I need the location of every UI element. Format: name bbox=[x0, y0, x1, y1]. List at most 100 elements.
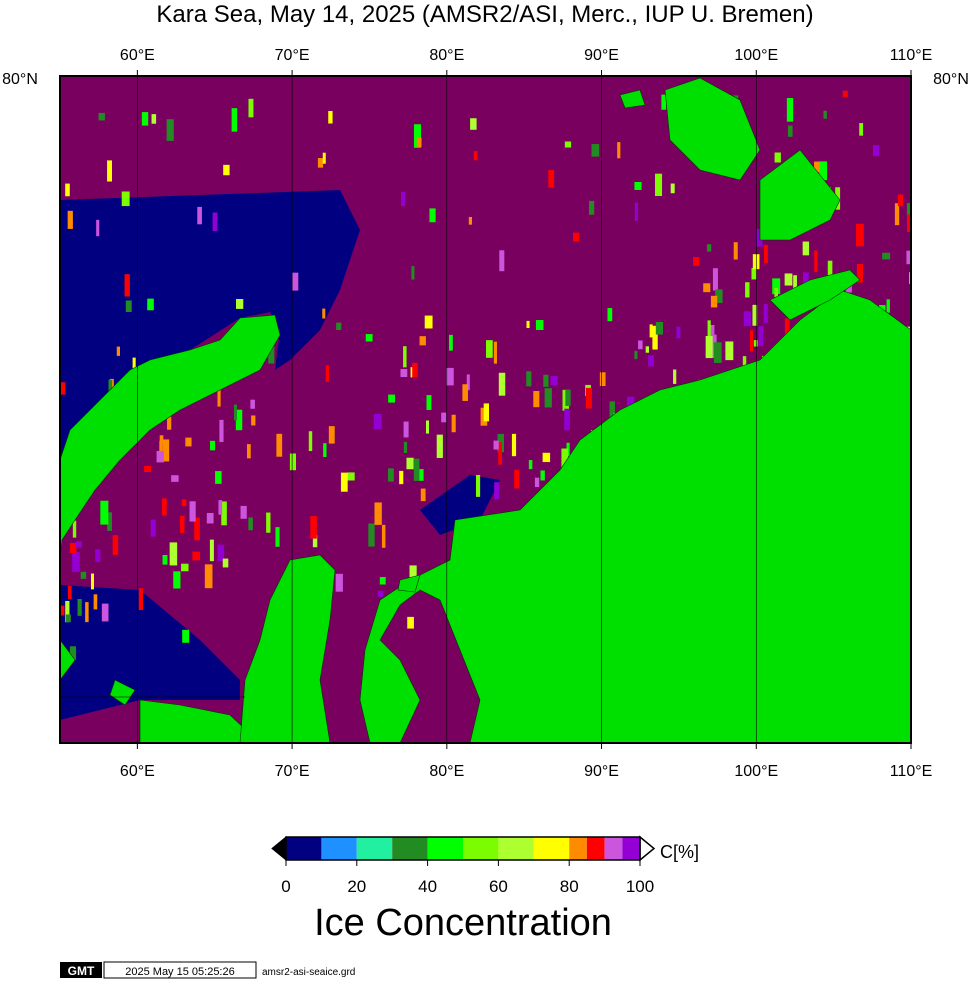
ice-cell bbox=[542, 452, 551, 463]
ice-cell bbox=[412, 362, 418, 378]
ice-cell bbox=[215, 471, 222, 484]
colorbar-swatch bbox=[321, 837, 357, 860]
ice-cell bbox=[827, 260, 833, 285]
ice-cell bbox=[217, 544, 225, 562]
ice-cell bbox=[182, 629, 190, 643]
ice-cell bbox=[526, 320, 530, 329]
colorbar-tick-label: 100 bbox=[626, 877, 654, 896]
ice-cell bbox=[561, 448, 569, 469]
ice-cell bbox=[251, 415, 256, 426]
ice-cell bbox=[206, 512, 214, 524]
ice-cell bbox=[710, 324, 715, 345]
ice-cell bbox=[169, 542, 178, 566]
ice-cell bbox=[787, 125, 793, 137]
ice-cell bbox=[894, 203, 900, 226]
ice-cell bbox=[424, 315, 433, 329]
ice-cell bbox=[585, 387, 592, 409]
ice-cell bbox=[709, 334, 717, 358]
ice-cell bbox=[649, 324, 653, 338]
ice-cell bbox=[194, 517, 200, 541]
ice-cell bbox=[233, 404, 237, 421]
ice-cell bbox=[416, 137, 422, 147]
ice-cell bbox=[403, 441, 408, 453]
ice-cell bbox=[403, 346, 407, 368]
ice-cell bbox=[526, 371, 532, 387]
ice-cell bbox=[312, 535, 318, 548]
ice-cell bbox=[753, 340, 758, 347]
colorbar-label: Ice Concentration bbox=[314, 902, 612, 944]
ice-cell bbox=[167, 416, 172, 430]
lon-label: 80°E bbox=[429, 47, 464, 64]
ice-cell bbox=[774, 152, 781, 163]
ice-cell bbox=[387, 468, 394, 482]
file-name: amsr2-asi-seaice.grd bbox=[262, 967, 355, 978]
ice-cell bbox=[411, 266, 415, 280]
ice-cell bbox=[758, 326, 764, 347]
ice-cell bbox=[171, 475, 179, 482]
ice-cell bbox=[511, 433, 517, 457]
colorbar-swatch bbox=[392, 837, 428, 860]
ice-cell bbox=[60, 605, 65, 616]
ice-cell bbox=[101, 603, 109, 622]
ice-cell bbox=[652, 325, 658, 350]
colorbar-frame bbox=[285, 836, 641, 861]
ice-cell bbox=[823, 110, 827, 119]
ice-cell bbox=[573, 232, 580, 242]
title: Kara Sea, May 14, 2025 (AMSR2/ASI, Merc.… bbox=[156, 1, 813, 28]
ice-cell bbox=[192, 551, 201, 561]
ice-cell bbox=[410, 367, 414, 378]
ice-cell bbox=[882, 252, 891, 260]
timestamp-box bbox=[103, 961, 257, 979]
ice-cell bbox=[368, 523, 375, 547]
ice-cell bbox=[138, 588, 144, 611]
ice-cell bbox=[713, 342, 722, 363]
ice-cell bbox=[907, 214, 911, 232]
colorbar-swatch bbox=[356, 837, 393, 860]
ice-cell bbox=[107, 512, 112, 531]
ice-cell bbox=[764, 244, 768, 264]
ice-cell bbox=[231, 108, 238, 132]
colorbar-swatch bbox=[622, 837, 640, 860]
ice-cell bbox=[819, 161, 828, 181]
ice-cell bbox=[470, 118, 477, 130]
ice-cell bbox=[336, 322, 342, 331]
ice-cell bbox=[543, 374, 549, 387]
ice-cell bbox=[150, 519, 156, 537]
ice-cell bbox=[185, 437, 192, 447]
ice-cell bbox=[752, 304, 758, 326]
ice-cell bbox=[906, 250, 911, 265]
ice-cell bbox=[236, 299, 244, 309]
ice-cell bbox=[65, 600, 70, 623]
ice-cell bbox=[588, 200, 595, 215]
ice-cell bbox=[93, 594, 98, 610]
ice-cell bbox=[96, 219, 100, 237]
colorbar-swatch bbox=[286, 837, 322, 860]
ice-cell bbox=[413, 458, 420, 481]
ice-cell bbox=[323, 443, 327, 457]
ice-cell bbox=[401, 191, 406, 207]
ice-cell bbox=[347, 472, 355, 481]
ice-cell bbox=[705, 335, 713, 359]
ice-cell bbox=[715, 289, 723, 304]
colorbar-swatch bbox=[586, 837, 605, 860]
ice-cell bbox=[814, 161, 822, 173]
ice-cell bbox=[90, 573, 95, 590]
ice-cell bbox=[374, 502, 382, 525]
ice-cell bbox=[856, 223, 864, 247]
ice-cell bbox=[60, 382, 66, 395]
ice-cell bbox=[493, 440, 499, 450]
ice-cell bbox=[406, 457, 414, 470]
ice-cell bbox=[276, 433, 283, 457]
ice-cell bbox=[218, 500, 223, 515]
ice-cell bbox=[540, 470, 545, 481]
ice-cell bbox=[591, 144, 600, 157]
ice-cell bbox=[72, 520, 77, 538]
ice-cell bbox=[528, 460, 533, 470]
colorbar-tick-label: 0 bbox=[281, 877, 290, 896]
ice-cell bbox=[473, 151, 478, 161]
ice-cell bbox=[441, 412, 447, 423]
ice-cell bbox=[426, 395, 432, 410]
ice-cell bbox=[399, 470, 404, 485]
land bbox=[60, 77, 911, 743]
lon-label: 100°E bbox=[734, 763, 778, 780]
